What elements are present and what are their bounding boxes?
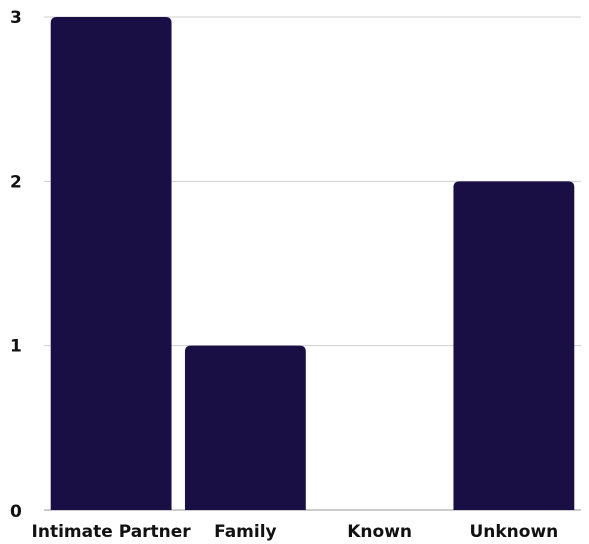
bars	[50, 17, 575, 511]
x-tick-label: Intimate Partner	[32, 522, 192, 542]
x-axis-labels: Intimate Partner Family Known Unknown	[32, 522, 559, 542]
y-tick-label: 1	[10, 337, 22, 357]
x-tick-label: Known	[347, 522, 412, 542]
bar-intimate-partner	[50, 17, 172, 510]
y-tick-label: 0	[10, 502, 22, 522]
y-tick-label: 2	[10, 172, 22, 192]
y-tick-label: 3	[10, 8, 22, 28]
bar-unknown	[453, 181, 575, 511]
x-tick-label: Family	[214, 522, 277, 542]
y-axis-ticks: 0 1 2 3	[10, 8, 22, 522]
bar-family	[184, 345, 306, 510]
x-tick-label: Unknown	[469, 522, 558, 542]
